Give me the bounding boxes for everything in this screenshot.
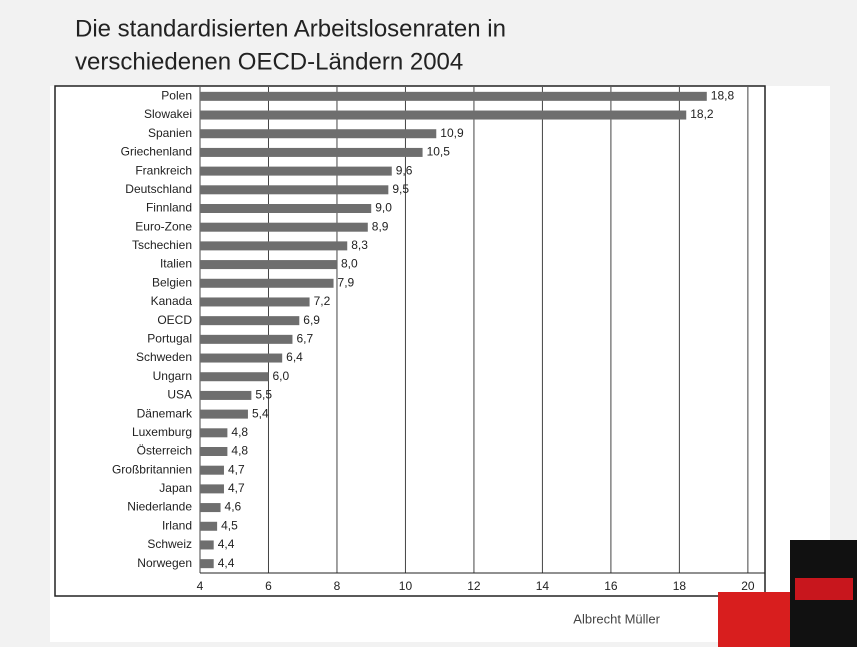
book-cover [718, 592, 790, 647]
y-tick-label: OECD [157, 313, 192, 327]
bar [200, 129, 436, 138]
author: Albrecht Müller [573, 611, 660, 626]
y-tick-label: Deutschland [125, 182, 192, 196]
y-tick-label: USA [167, 388, 192, 402]
bar [200, 111, 686, 120]
y-tick-label: Niederlande [127, 500, 192, 514]
value-label: 10,5 [427, 145, 451, 159]
bar [200, 410, 248, 419]
y-tick-label: Japan [159, 481, 192, 495]
value-label: 4,7 [228, 462, 245, 476]
value-label: 6,0 [272, 369, 289, 383]
value-label: 4,8 [231, 444, 248, 458]
bar [200, 466, 224, 475]
page: {"chart_data": {"type": "hbar", "title_l… [0, 0, 857, 647]
value-label: 4,5 [221, 518, 238, 532]
value-label: 8,9 [372, 219, 389, 233]
bar [200, 223, 368, 232]
value-label: 7,2 [314, 294, 331, 308]
bar [200, 484, 224, 493]
bar [200, 503, 221, 512]
x-tick-label: 12 [467, 579, 481, 593]
y-tick-label: Polen [161, 89, 192, 103]
x-tick-label: 16 [604, 579, 618, 593]
bar [200, 316, 299, 325]
bar [200, 241, 347, 250]
bar [200, 372, 268, 381]
y-tick-label: Tschechien [132, 238, 192, 252]
y-tick-label: Euro-Zone [135, 219, 192, 233]
x-tick-label: 6 [265, 579, 272, 593]
bar [200, 92, 707, 101]
y-tick-label: Österreich [137, 444, 192, 458]
value-label: 6,4 [286, 350, 303, 364]
bar [200, 335, 292, 344]
x-tick-label: 14 [536, 579, 550, 593]
bar [200, 148, 423, 157]
value-label: 4,6 [225, 500, 242, 514]
value-label: 9,0 [375, 201, 392, 215]
y-tick-label: Irland [162, 518, 192, 532]
y-tick-label: Großbritannien [112, 462, 192, 476]
value-label: 4,4 [218, 537, 235, 551]
value-label: 10,9 [440, 126, 464, 140]
bar [200, 297, 310, 306]
bar [200, 391, 251, 400]
value-label: 4,8 [231, 425, 248, 439]
bar [200, 185, 388, 194]
value-label: 5,5 [255, 388, 272, 402]
y-tick-label: Portugal [147, 332, 192, 346]
value-label: 6,9 [303, 313, 320, 327]
bar [200, 522, 217, 531]
bar [200, 428, 227, 437]
value-label: 5,4 [252, 406, 269, 420]
value-label: 6,7 [296, 332, 313, 346]
value-label: 4,4 [218, 556, 235, 570]
x-tick-label: 18 [673, 579, 687, 593]
value-label: 4,7 [228, 481, 245, 495]
y-tick-label: Finnland [146, 201, 192, 215]
book-cover-band [795, 578, 853, 600]
x-tick-label: 8 [334, 579, 341, 593]
y-tick-label: Schweden [136, 350, 192, 364]
bar [200, 540, 214, 549]
bar [200, 447, 227, 456]
bar [200, 279, 334, 288]
slide: Die standardisierten Arbeitslosenraten i… [0, 0, 857, 647]
y-tick-label: Frankreich [135, 163, 192, 177]
y-tick-label: Luxemburg [132, 425, 192, 439]
title-line: Die standardisierten Arbeitslosenraten i… [75, 15, 506, 42]
bar [200, 559, 214, 568]
bar [200, 204, 371, 213]
y-tick-label: Schweiz [147, 537, 192, 551]
bar [200, 260, 337, 269]
value-label: 9,6 [396, 163, 413, 177]
y-tick-label: Spanien [148, 126, 192, 140]
value-label: 7,9 [338, 275, 355, 289]
value-label: 9,5 [392, 182, 409, 196]
y-tick-label: Dänemark [137, 406, 193, 420]
y-tick-label: Belgien [152, 275, 192, 289]
y-tick-label: Ungarn [153, 369, 192, 383]
y-tick-label: Norwegen [137, 556, 192, 570]
value-label: 8,3 [351, 238, 368, 252]
y-tick-label: Slowakei [144, 107, 192, 121]
y-tick-label: Kanada [151, 294, 193, 308]
value-label: 18,2 [690, 107, 714, 121]
title-line: verschiedenen OECD-Ländern 2004 [75, 48, 463, 75]
y-tick-label: Griechenland [121, 145, 192, 159]
value-label: 8,0 [341, 257, 358, 271]
x-tick-label: 20 [741, 579, 755, 593]
bar [200, 167, 392, 176]
x-tick-label: 4 [197, 579, 204, 593]
x-tick-label: 10 [399, 579, 413, 593]
value-label: 18,8 [711, 89, 735, 103]
bar [200, 354, 282, 363]
y-tick-label: Italien [160, 257, 192, 271]
